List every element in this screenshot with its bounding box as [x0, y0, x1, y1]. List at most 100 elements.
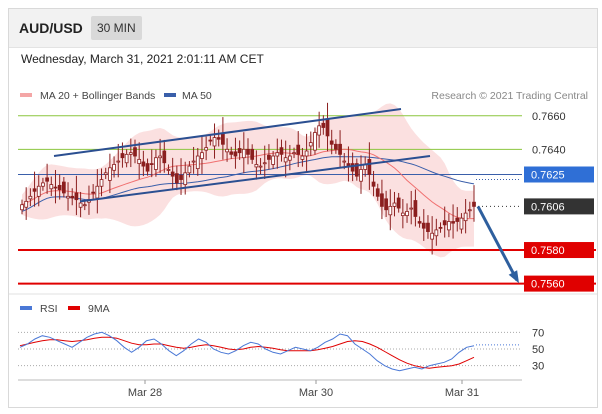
candle — [187, 161, 192, 178]
candle — [166, 164, 171, 175]
candle — [338, 130, 342, 168]
ma9-legend-swatch — [68, 306, 80, 310]
candle — [128, 138, 133, 168]
candle — [296, 131, 301, 168]
rsi-panel: 70 50 30 — [18, 327, 544, 373]
candle — [392, 191, 397, 217]
channel-lower — [79, 155, 431, 203]
candle — [53, 169, 58, 204]
channel-upper — [53, 108, 402, 158]
candle — [467, 201, 472, 218]
candle — [103, 167, 108, 180]
candle — [279, 139, 284, 162]
chart-widget: AUD/USD 30 MIN Wednesday, March 31, 2021… — [8, 8, 598, 408]
rsi-legend-swatch — [20, 306, 32, 310]
candle — [154, 149, 158, 177]
x-tick-label: Mar 28 — [128, 387, 162, 399]
candle — [212, 123, 217, 159]
candle — [158, 138, 162, 174]
level-label: 0.7606 — [531, 201, 565, 213]
candle — [70, 188, 75, 206]
candle — [426, 215, 430, 239]
candle — [24, 187, 29, 220]
candle — [388, 189, 393, 231]
candle — [447, 213, 451, 238]
rsi-legend-label: RSI — [40, 303, 58, 315]
candle — [91, 184, 96, 201]
candle — [417, 216, 422, 228]
candle — [61, 177, 66, 198]
candle — [329, 129, 334, 155]
candle — [442, 206, 447, 238]
candle — [371, 170, 376, 197]
candle — [45, 163, 49, 194]
ma9-path — [19, 336, 475, 369]
x-tick-label: Mar 30 — [299, 387, 333, 399]
chart-header: AUD/USD 30 MIN — [9, 9, 597, 48]
candle — [430, 216, 435, 255]
candle — [133, 139, 137, 164]
candle — [99, 168, 104, 197]
level-label-box — [524, 198, 594, 215]
candle — [200, 135, 204, 174]
candle — [367, 142, 372, 190]
candle — [208, 135, 213, 146]
candle — [354, 158, 359, 181]
level-label: 0.7660 — [532, 111, 566, 123]
candle — [216, 129, 221, 147]
x-tick-label: Mar 31 — [445, 387, 479, 399]
candle — [421, 209, 426, 241]
candle — [396, 192, 401, 213]
candle — [400, 199, 405, 229]
candle — [149, 149, 154, 178]
candle — [375, 183, 380, 201]
candle — [32, 171, 37, 207]
candle — [78, 191, 83, 218]
candle — [300, 147, 305, 167]
candle — [66, 182, 70, 211]
candle — [141, 150, 146, 177]
candle — [405, 203, 409, 223]
candle — [258, 158, 263, 175]
candle — [191, 146, 196, 174]
candle — [170, 157, 175, 189]
timestamp: Wednesday, March 31, 2021 2:01:11 AM CET — [21, 52, 264, 66]
candle — [409, 190, 414, 225]
candle — [250, 144, 255, 164]
candle — [334, 139, 338, 154]
candle — [283, 140, 288, 178]
candle — [292, 147, 296, 159]
candle — [380, 179, 384, 220]
candle — [41, 177, 45, 191]
candle — [262, 145, 267, 179]
candle — [317, 111, 322, 148]
rsi-path — [19, 331, 475, 372]
candle — [108, 153, 112, 194]
candle — [254, 150, 259, 180]
level-label: 0.7625 — [531, 170, 565, 182]
trend-channel — [53, 108, 431, 203]
rsi-level-label: 50 — [532, 344, 544, 356]
ma9-legend-label: 9MA — [88, 303, 110, 315]
level-label: 0.7560 — [531, 279, 565, 291]
rsi-level-label: 70 — [532, 327, 544, 339]
candles — [20, 102, 476, 255]
candle — [308, 131, 313, 156]
candle — [455, 207, 460, 232]
candle — [271, 151, 275, 169]
candle — [384, 190, 388, 218]
candle — [233, 137, 238, 169]
forecast-arrow — [476, 205, 519, 284]
candle — [229, 146, 234, 159]
ma50-legend-label: MA 50 — [182, 90, 212, 102]
rsi-level-label: 30 — [532, 361, 544, 373]
candle — [20, 199, 24, 215]
candle — [112, 156, 116, 178]
candle — [321, 115, 326, 135]
timeframe-badge[interactable]: 30 MIN — [91, 16, 142, 40]
candle — [237, 140, 242, 160]
candle — [74, 175, 79, 216]
candle — [174, 165, 179, 191]
candle — [434, 218, 439, 246]
